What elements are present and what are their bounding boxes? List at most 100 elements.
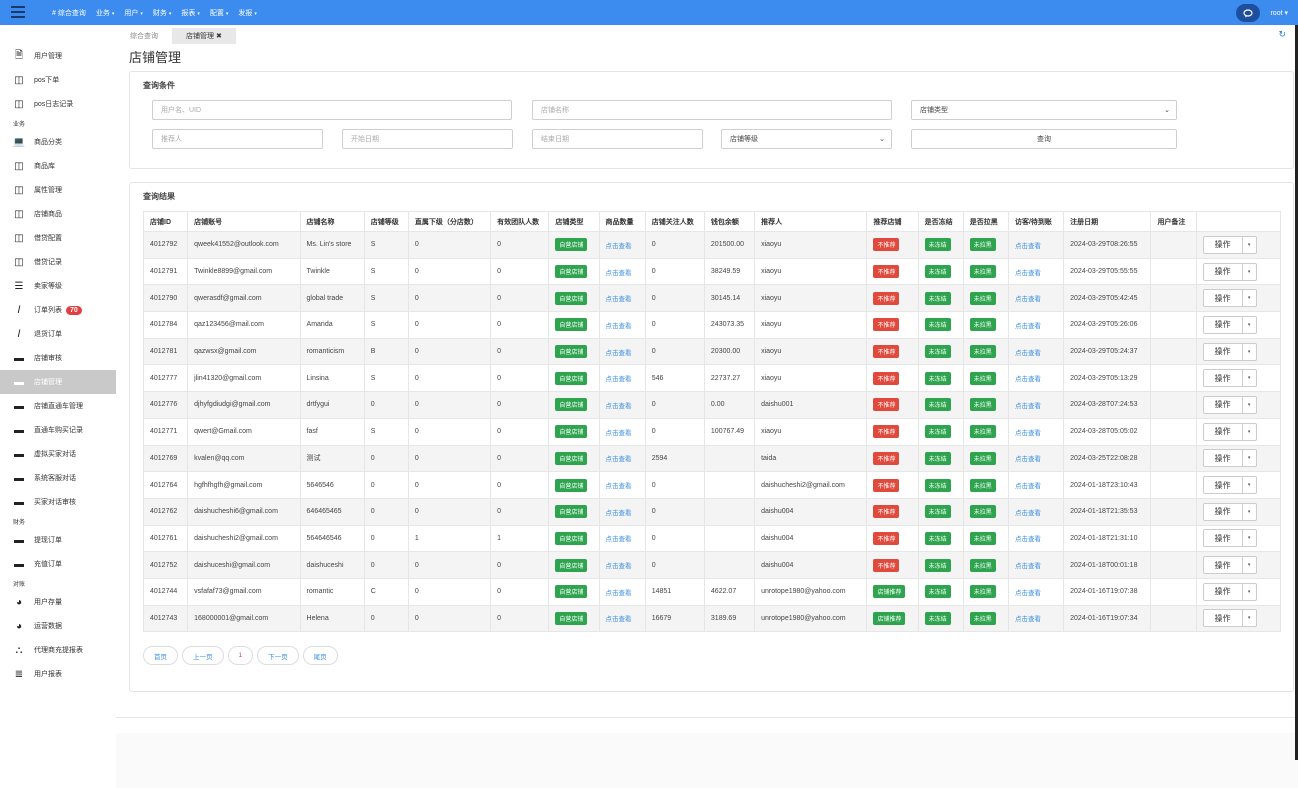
operation-dropdown[interactable]: 操作 ▾ xyxy=(1202,315,1257,334)
tab-shop-management[interactable]: 店铺管理 ✖ xyxy=(172,28,236,44)
view-link[interactable]: 点击查看 xyxy=(605,589,632,597)
chevron-down-icon[interactable]: ▾ xyxy=(1241,263,1256,280)
tab-overview[interactable]: 综合查询 xyxy=(130,33,158,40)
sidebar-item[interactable]: ⛬ 代理商充提报表 xyxy=(0,638,116,662)
operation-dropdown[interactable]: 操作 ▾ xyxy=(1202,556,1257,575)
recommend-badge[interactable]: 不推荐 xyxy=(873,265,900,279)
sidebar-item[interactable]: 𝐼 退货订单 xyxy=(0,322,116,346)
sidebar-item[interactable]: ☰ 卖家等级 xyxy=(0,274,116,298)
view-link[interactable]: 点击查看 xyxy=(1014,269,1041,277)
view-link[interactable]: 点击查看 xyxy=(1014,483,1041,491)
view-link[interactable]: 点击查看 xyxy=(1014,349,1041,357)
operation-dropdown[interactable]: 操作 ▾ xyxy=(1202,395,1257,414)
operation-dropdown[interactable]: 操作 ▾ xyxy=(1202,422,1257,441)
refresh-icon[interactable]: ↻ xyxy=(1278,29,1286,39)
view-link[interactable]: 点击查看 xyxy=(1014,322,1041,330)
view-link[interactable]: 点击查看 xyxy=(605,536,632,544)
top-nav-item[interactable]: 配置 ▾ xyxy=(210,8,229,18)
operation-dropdown[interactable]: 操作 ▾ xyxy=(1202,609,1257,628)
top-nav-item[interactable]: 业务 ▾ xyxy=(96,8,115,18)
sidebar-item[interactable]: ▬ 充值订单 xyxy=(0,552,116,576)
operation-dropdown[interactable]: 操作 ▾ xyxy=(1202,289,1257,308)
recommend-badge[interactable]: 不推荐 xyxy=(873,318,900,332)
sidebar-item[interactable]: ▬ 店铺管理 xyxy=(0,370,116,394)
view-link[interactable]: 点击查看 xyxy=(605,349,632,357)
sidebar-item[interactable]: ◫ 借贷配置 xyxy=(0,226,116,250)
sidebar-item[interactable]: ▬ 买家对话审核 xyxy=(0,490,116,514)
operation-button[interactable]: 操作 xyxy=(1214,587,1231,597)
recommend-badge[interactable]: 不推荐 xyxy=(873,238,900,252)
recommend-badge[interactable]: 不推荐 xyxy=(873,291,900,305)
user-search-input[interactable]: 用户名、UID xyxy=(152,100,512,120)
operation-dropdown[interactable]: 操作 ▾ xyxy=(1202,582,1257,601)
operation-button[interactable]: 操作 xyxy=(1214,240,1231,250)
operation-dropdown[interactable]: 操作 ▾ xyxy=(1202,342,1257,361)
chevron-down-icon[interactable]: ▾ xyxy=(1241,423,1256,440)
sidebar-item[interactable]: ▬ 系统客服对话 xyxy=(0,466,116,490)
operation-button[interactable]: 操作 xyxy=(1214,400,1231,410)
end-date-input[interactable]: 结束日期 xyxy=(532,129,703,149)
pagination-button[interactable]: 尾页 xyxy=(302,646,338,665)
recommend-badge[interactable]: 不推荐 xyxy=(873,505,900,519)
query-button[interactable]: 查询 xyxy=(911,129,1177,149)
view-link[interactable]: 点击查看 xyxy=(605,509,632,517)
pagination-button[interactable]: 下一页 xyxy=(257,646,299,665)
view-link[interactable]: 点击查看 xyxy=(605,483,632,491)
sidebar-item[interactable]: ◫ 商品库 xyxy=(0,154,116,178)
shop-name-input[interactable]: 店铺名称 xyxy=(532,100,892,120)
view-link[interactable]: 点击查看 xyxy=(605,322,632,330)
pagination-button[interactable]: 1 xyxy=(227,646,254,665)
operation-button[interactable]: 操作 xyxy=(1214,373,1231,383)
sidebar-item[interactable]: ◫ 借贷记录 xyxy=(0,250,116,274)
sidebar-item[interactable]: ◫ 店铺商品 xyxy=(0,202,116,226)
recommend-badge[interactable]: 不推荐 xyxy=(873,398,900,412)
view-link[interactable]: 点击查看 xyxy=(605,563,632,571)
view-link[interactable]: 点击查看 xyxy=(605,616,632,624)
user-menu[interactable]: root ▾ xyxy=(1270,9,1288,17)
recommend-badge[interactable]: 不推荐 xyxy=(873,371,900,385)
operation-dropdown[interactable]: 操作 ▾ xyxy=(1202,529,1257,548)
view-link[interactable]: 点击查看 xyxy=(605,402,632,410)
view-link[interactable]: 点击查看 xyxy=(1014,616,1041,624)
operation-dropdown[interactable]: 操作 ▾ xyxy=(1202,262,1257,281)
recommend-badge[interactable]: 不推荐 xyxy=(873,345,900,359)
sidebar-item[interactable]: ▬ 店铺审核 xyxy=(0,346,116,370)
view-link[interactable]: 点击查看 xyxy=(605,242,632,250)
operation-dropdown[interactable]: 操作 ▾ xyxy=(1202,476,1257,495)
chevron-down-icon[interactable]: ▾ xyxy=(1241,236,1256,253)
chevron-down-icon[interactable]: ▾ xyxy=(1241,343,1256,360)
sidebar-item[interactable]: ◫ pos下单 xyxy=(0,68,116,92)
operation-dropdown[interactable]: 操作 ▾ xyxy=(1202,502,1257,521)
sidebar-item[interactable]: ▬ 直通车购买记录 xyxy=(0,418,116,442)
pagination-button[interactable]: 上一页 xyxy=(182,646,224,665)
top-nav-item[interactable]: # 综合查询 xyxy=(52,8,86,18)
chevron-down-icon[interactable]: ▾ xyxy=(1241,450,1256,467)
recommend-badge[interactable]: 不推荐 xyxy=(873,558,900,572)
pagination-button[interactable]: 首页 xyxy=(143,646,178,665)
sidebar-item[interactable]: ▬ 店铺直通车管理 xyxy=(0,394,116,418)
chevron-down-icon[interactable]: ▾ xyxy=(1241,583,1256,600)
referrer-input[interactable]: 推荐人 xyxy=(152,129,323,149)
sidebar-item[interactable]: 💻 商品分类 xyxy=(0,130,116,154)
view-link[interactable]: 点击查看 xyxy=(605,296,632,304)
recommend-badge[interactable]: 店铺推荐 xyxy=(873,611,906,625)
operation-button[interactable]: 操作 xyxy=(1214,560,1231,570)
operation-button[interactable]: 操作 xyxy=(1214,320,1231,330)
chevron-down-icon[interactable]: ▾ xyxy=(1241,290,1256,307)
sidebar-item[interactable]: ◕ 运营数据 xyxy=(0,614,116,638)
sidebar-item[interactable]: ◕ 用户存量 xyxy=(0,590,116,614)
operation-dropdown[interactable]: 操作 ▾ xyxy=(1202,369,1257,388)
view-link[interactable]: 点击查看 xyxy=(1014,376,1041,384)
recommend-badge[interactable]: 不推荐 xyxy=(873,531,900,545)
start-date-input[interactable]: 开始日期 xyxy=(342,129,513,149)
operation-button[interactable]: 操作 xyxy=(1214,533,1231,543)
operation-button[interactable]: 操作 xyxy=(1214,293,1231,303)
top-nav-item[interactable]: 发报 ▾ xyxy=(238,8,257,18)
operation-button[interactable]: 操作 xyxy=(1214,453,1231,463)
view-link[interactable]: 点击查看 xyxy=(1014,509,1041,517)
sidebar-item[interactable]: ▬ 提现订单 xyxy=(0,528,116,552)
view-link[interactable]: 点击查看 xyxy=(1014,589,1041,597)
chevron-down-icon[interactable]: ▾ xyxy=(1241,557,1256,574)
operation-button[interactable]: 操作 xyxy=(1214,507,1231,517)
sidebar-item[interactable]: ≣ 用户报表 xyxy=(0,662,116,686)
